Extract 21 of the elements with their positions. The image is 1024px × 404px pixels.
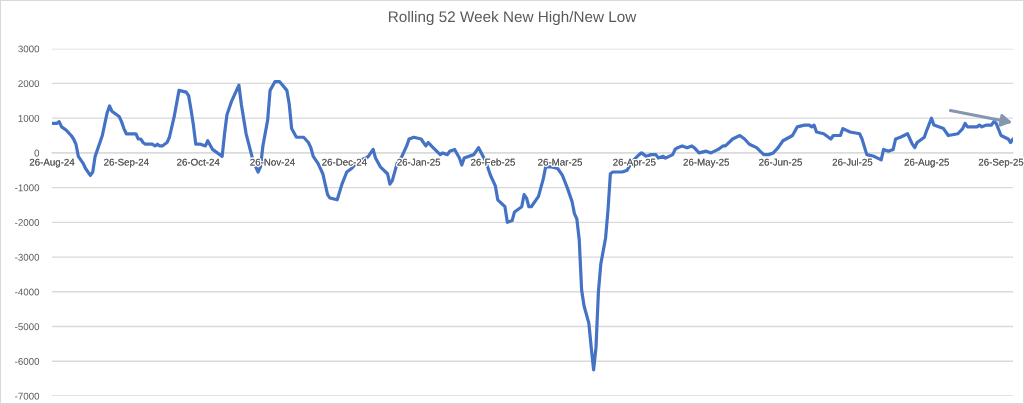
x-tick-label: 26-Sep-24 [104, 158, 149, 168]
x-tick-label: 26-Aug-24 [29, 158, 75, 168]
y-tick-label: 0 [34, 149, 40, 157]
y-tick-label: -2000 [15, 219, 40, 226]
x-tick-label: 26-Jun-25 [759, 158, 803, 166]
y-tick-label: 3000 [18, 45, 40, 53]
y-tick-label: -3000 [15, 253, 40, 261]
x-tick-label: 26-Aug-25 [904, 158, 950, 168]
x-tick-label: 26-Oct-24 [177, 158, 220, 166]
x-tick-label: 26-Mar-25 [538, 158, 583, 166]
y-tick-label: -1000 [15, 184, 40, 192]
y-tick-label: 2000 [18, 80, 40, 88]
x-tick-label: 26-Sep-25 [978, 158, 1024, 168]
x-tick-label: 26-Jul-25 [832, 158, 873, 166]
y-tick-label: 1000 [18, 114, 40, 122]
y-tick-label: -7000 [15, 392, 40, 400]
y-tick-label: -6000 [15, 358, 40, 365]
chart-title: Rolling 52 Week New High/New Low [388, 10, 637, 26]
x-tick-label: 26-May-25 [683, 158, 730, 168]
y-tick-label: -5000 [15, 323, 40, 331]
y-tick-label: -4000 [15, 288, 40, 296]
